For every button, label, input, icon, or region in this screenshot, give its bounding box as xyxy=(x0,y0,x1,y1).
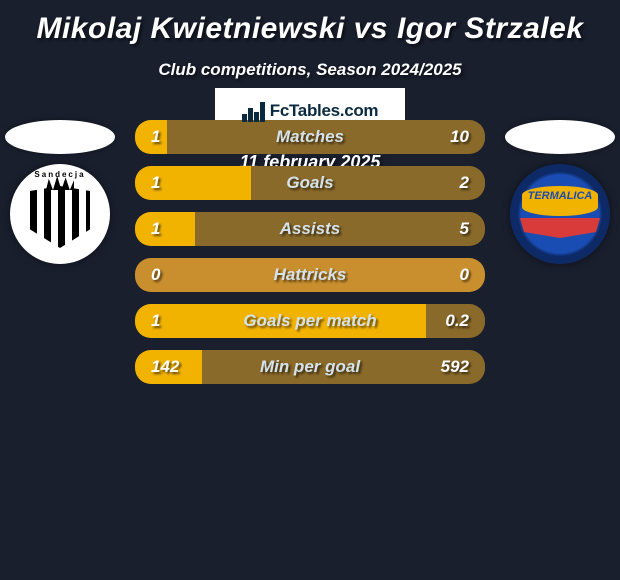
right-player-column: TERMALICA BRUK-BET xyxy=(500,120,620,264)
stats-container: 1Matches10 1Goals2 1Assists5 0Hattricks0 1Go… xyxy=(135,120,485,396)
stat-row: 0Hattricks0 xyxy=(135,258,485,292)
stat-row: 1Goals per match0.2 xyxy=(135,304,485,338)
stat-row: 142Min per goal592 xyxy=(135,350,485,384)
stat-row: 1Matches10 xyxy=(135,120,485,154)
stat-label: Min per goal xyxy=(135,357,485,377)
left-flag xyxy=(5,120,115,154)
stat-value-right: 0.2 xyxy=(445,311,485,331)
stat-label: Matches xyxy=(135,127,485,147)
stat-row: 1Goals2 xyxy=(135,166,485,200)
page-title: Mikolaj Kwietniewski vs Igor Strzalek xyxy=(0,0,620,46)
stat-value-right: 592 xyxy=(441,357,485,377)
stat-label: Goals xyxy=(135,173,485,193)
stat-value-right: 2 xyxy=(460,173,485,193)
stat-value-right: 10 xyxy=(450,127,485,147)
left-player-column: Sandecja xyxy=(0,120,120,264)
bar-chart-icon xyxy=(242,100,266,122)
stat-label: Goals per match xyxy=(135,311,485,331)
stat-label: Assists xyxy=(135,219,485,239)
brand-text: FcTables.com xyxy=(270,101,379,121)
left-crest-text: Sandecja xyxy=(10,170,110,179)
stat-label: Hattricks xyxy=(135,265,485,285)
right-crest-text-bottom: BRUK-BET xyxy=(510,220,610,230)
right-flag xyxy=(505,120,615,154)
right-crest-text-top: TERMALICA xyxy=(510,190,610,202)
right-club-crest: TERMALICA BRUK-BET xyxy=(510,164,610,264)
page-subtitle: Club competitions, Season 2024/2025 xyxy=(0,60,620,80)
stat-value-right: 0 xyxy=(460,265,485,285)
stat-row: 1Assists5 xyxy=(135,212,485,246)
stat-value-right: 5 xyxy=(460,219,485,239)
left-club-crest: Sandecja xyxy=(10,164,110,264)
